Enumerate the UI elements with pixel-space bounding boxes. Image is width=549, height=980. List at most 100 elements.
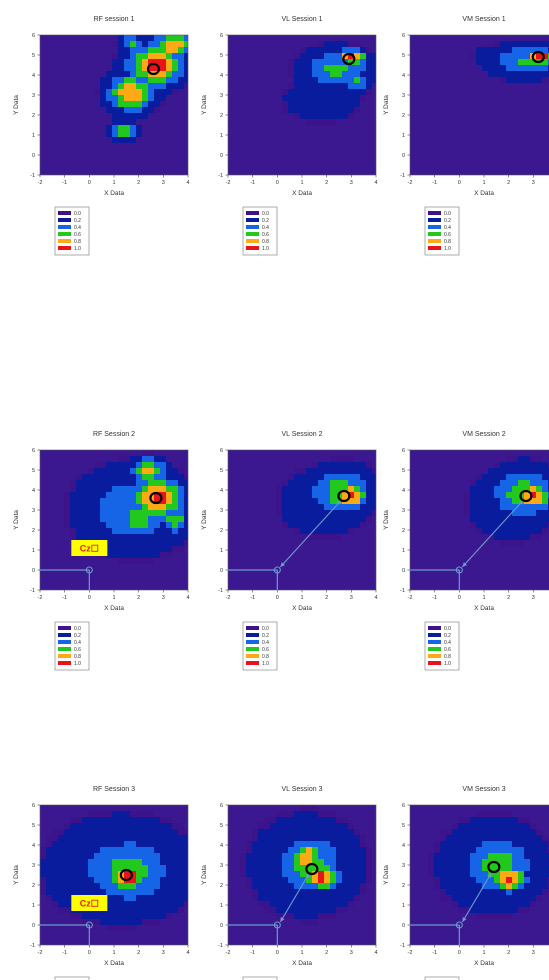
heat-cell [46, 829, 53, 836]
heat-cell [500, 119, 507, 126]
legend-swatch [428, 626, 441, 630]
heat-cell [148, 564, 155, 571]
heat-cell [40, 107, 47, 114]
legend-swatch [428, 647, 441, 651]
heat-cell [64, 847, 71, 854]
heat-cell [282, 107, 289, 114]
heat-cell [112, 95, 119, 102]
heat-cell [82, 841, 89, 848]
heat-cell [118, 486, 125, 493]
heat-cell [446, 534, 453, 541]
heat-cell [276, 107, 283, 114]
heat-cell [76, 522, 83, 529]
heat-cell [142, 47, 149, 54]
heat-cell [246, 41, 253, 48]
heat-cell [464, 468, 471, 475]
heat-cell [360, 59, 367, 66]
heat-cell [288, 149, 295, 156]
heat-cell [88, 101, 95, 108]
heat-cell [136, 564, 143, 571]
heat-cell [366, 534, 373, 541]
heat-cell [518, 540, 525, 547]
heat-cell [458, 588, 465, 590]
heat-cell [264, 450, 271, 457]
heat-cell [166, 823, 173, 830]
heat-cell [336, 113, 343, 120]
heat-cell [518, 546, 525, 553]
heat-cell [228, 522, 235, 529]
heat-cell [258, 865, 265, 872]
heat-cell [252, 865, 259, 872]
heat-cell [178, 907, 185, 914]
heat-cell [264, 498, 271, 505]
heat-cell [88, 835, 95, 842]
heat-cell [252, 588, 259, 590]
heat-cell [148, 534, 155, 541]
heat-cell [142, 576, 149, 583]
heat-cell [422, 173, 429, 175]
heat-cell [148, 552, 155, 559]
heat-cell [306, 137, 313, 144]
heat-cell [252, 101, 259, 108]
heat-cell [234, 582, 241, 589]
heat-cell [452, 504, 459, 511]
heat-cell [464, 77, 471, 84]
heat-cell [372, 576, 376, 583]
heat-cell [434, 77, 441, 84]
heat-cell [112, 931, 119, 938]
heat-cell [312, 865, 319, 872]
heat-cell [324, 143, 331, 150]
heat-cell [422, 71, 429, 78]
heat-cell [100, 865, 107, 872]
heat-cell [58, 841, 65, 848]
heat-cell [330, 131, 337, 138]
heat-cell [64, 462, 71, 469]
heat-cell [500, 480, 507, 487]
heat-cell [318, 817, 325, 824]
heat-cell [276, 516, 283, 523]
heat-cell [294, 835, 301, 842]
vector-arrow-head [280, 562, 285, 567]
heat-cell [476, 540, 483, 547]
heat-cell [422, 564, 429, 571]
heat-cell [300, 59, 307, 66]
heat-cell [172, 522, 179, 529]
heat-cell [348, 570, 355, 577]
heat-cell [506, 101, 513, 108]
heat-cell [506, 510, 513, 517]
heat-cell [324, 113, 331, 120]
heat-cell [318, 492, 325, 499]
heat-cell [106, 552, 113, 559]
heat-cell [112, 889, 119, 896]
heat-cell [100, 805, 107, 812]
heat-cell [512, 107, 519, 114]
heat-cell [160, 558, 167, 565]
heat-cell [130, 522, 137, 529]
heat-cell [40, 835, 47, 842]
heat-cell [246, 889, 253, 896]
heat-cell [276, 835, 283, 842]
heat-cell [64, 871, 71, 878]
heat-cell [416, 131, 423, 138]
heat-cell [82, 492, 89, 499]
heat-cell [464, 540, 471, 547]
heat-cell [184, 480, 188, 487]
heat-cell [252, 817, 259, 824]
heat-cell [288, 492, 295, 499]
heat-cell [324, 835, 331, 842]
heat-cell [228, 173, 235, 175]
heat-cell [106, 931, 113, 938]
heat-cell [354, 534, 361, 541]
heat-cell [372, 77, 376, 84]
heat-cell [246, 101, 253, 108]
heat-cell [428, 107, 435, 114]
heat-cell [124, 570, 131, 577]
heat-cell [82, 59, 89, 66]
heat-cell [52, 161, 59, 168]
heat-cell [542, 41, 549, 48]
heat-cell [506, 155, 513, 162]
heat-cell [160, 853, 167, 860]
heat-cell [228, 143, 235, 150]
heat-cell [446, 516, 453, 523]
